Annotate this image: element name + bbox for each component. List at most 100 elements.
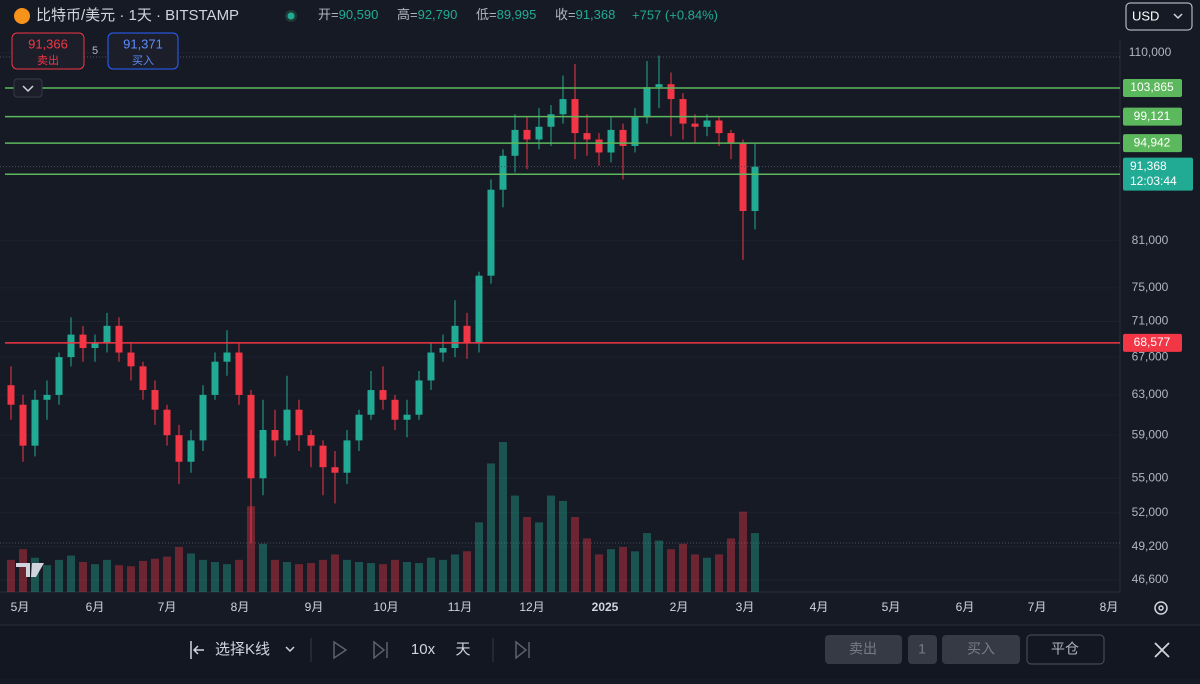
speed[interactable]: 10x bbox=[411, 641, 436, 658]
candle-body bbox=[703, 120, 711, 127]
candle-body bbox=[379, 390, 387, 400]
close-position-button[interactable] bbox=[1026, 634, 1105, 665]
volume-bar bbox=[271, 559, 279, 592]
interval[interactable]: 天 bbox=[455, 641, 470, 658]
ohlc-value: 90,590 bbox=[339, 7, 379, 22]
buy-button[interactable] bbox=[942, 635, 1020, 664]
candle-body bbox=[691, 123, 699, 127]
candle-body bbox=[523, 129, 531, 140]
volume-bar bbox=[175, 547, 183, 592]
candle-body bbox=[451, 325, 459, 349]
level-label: 94,942 bbox=[1134, 135, 1171, 149]
quantity[interactable] bbox=[908, 635, 937, 664]
settings-icon[interactable] bbox=[1154, 601, 1168, 615]
select-bar[interactable]: 选择K线 bbox=[215, 641, 270, 658]
candle-body bbox=[199, 394, 207, 441]
volume-bar bbox=[571, 517, 579, 592]
candle-body bbox=[139, 366, 147, 391]
volume-bar bbox=[631, 551, 639, 592]
sell-button[interactable] bbox=[825, 635, 902, 664]
x-tick-label: 4月 bbox=[810, 600, 829, 614]
volume-bar bbox=[43, 565, 51, 592]
volume-bar bbox=[55, 559, 63, 592]
candle-body bbox=[643, 87, 651, 118]
currency-select[interactable] bbox=[1125, 2, 1193, 31]
x-tick-label: 3月 bbox=[736, 600, 755, 614]
candle-body bbox=[367, 390, 375, 415]
candle-body bbox=[559, 99, 567, 115]
close-replay[interactable] bbox=[1154, 642, 1170, 658]
volume-bar bbox=[727, 538, 735, 592]
candle-body bbox=[247, 394, 255, 479]
sell-quote-button[interactable] bbox=[11, 32, 85, 70]
candle-body bbox=[43, 394, 51, 400]
x-tick-label: 6月 bbox=[956, 600, 975, 614]
volume-bar bbox=[307, 563, 315, 592]
volume-bar bbox=[235, 559, 243, 592]
volume-bar bbox=[199, 559, 207, 592]
level-label: 103,865 bbox=[1130, 80, 1174, 94]
status-dot bbox=[287, 12, 295, 20]
play-button[interactable] bbox=[333, 640, 348, 660]
candle-body bbox=[7, 385, 15, 405]
x-tick-label: 8月 bbox=[1100, 600, 1119, 614]
buy-label: 买入 bbox=[967, 641, 995, 657]
volume-bar bbox=[19, 549, 27, 592]
volume-bar bbox=[415, 563, 423, 592]
level-tag bbox=[1123, 107, 1182, 126]
x-tick-label: 7月 bbox=[1028, 600, 1047, 614]
volume-bar bbox=[691, 554, 699, 592]
y-tick-label: 59,000 bbox=[1132, 427, 1169, 441]
volume-bar bbox=[583, 538, 591, 592]
select-chevron[interactable] bbox=[285, 646, 295, 653]
candle-body bbox=[439, 348, 447, 353]
candle-body bbox=[667, 84, 675, 100]
candle-body bbox=[607, 129, 615, 153]
candle-body bbox=[175, 435, 183, 462]
volume-bar bbox=[223, 564, 231, 592]
volume-bar bbox=[295, 564, 303, 592]
buy-quote-button[interactable] bbox=[107, 32, 179, 70]
overlay: 比特币/美元 · 1天 · BITSTAMP +757 (+0.84%) 91,… bbox=[11, 2, 1193, 665]
collapse-button[interactable] bbox=[13, 78, 43, 98]
volume-bar bbox=[703, 557, 711, 592]
step-button[interactable] bbox=[373, 640, 388, 660]
volume-bar bbox=[67, 555, 75, 592]
y-tick-label: 67,000 bbox=[1132, 349, 1169, 363]
candle-body bbox=[91, 343, 99, 349]
level-label: 99,121 bbox=[1134, 109, 1171, 123]
close-position-label: 平仓 bbox=[1051, 641, 1079, 657]
candle-body bbox=[103, 325, 111, 344]
x-tick-label: 10月 bbox=[373, 600, 398, 614]
volume-bar bbox=[655, 540, 663, 592]
volume-bar bbox=[619, 547, 627, 592]
volume-bar bbox=[367, 563, 375, 592]
volume-bar bbox=[523, 517, 531, 592]
candle-body bbox=[271, 429, 279, 441]
volume-bar bbox=[463, 551, 471, 592]
candle-body bbox=[391, 399, 399, 420]
volume-bar bbox=[115, 565, 123, 592]
jump-button[interactable] bbox=[515, 640, 530, 660]
candle-body bbox=[307, 435, 315, 446]
volume-bar bbox=[667, 549, 675, 592]
ohlc-label: 收= bbox=[555, 7, 576, 22]
volume-bar bbox=[163, 556, 171, 592]
candle-body bbox=[751, 166, 759, 212]
candle-body bbox=[31, 399, 39, 446]
candle-body bbox=[355, 414, 363, 441]
volume-bar bbox=[331, 554, 339, 592]
ohlc-label: 开= bbox=[318, 7, 339, 22]
candle-body bbox=[187, 440, 195, 462]
currency: USD bbox=[1132, 8, 1159, 23]
y-tick-label: 55,000 bbox=[1132, 470, 1169, 484]
volume-bar bbox=[379, 564, 387, 592]
candle-body bbox=[67, 334, 75, 358]
select-bar-icon[interactable] bbox=[190, 641, 204, 659]
candle-body bbox=[619, 129, 627, 146]
volume-bar bbox=[247, 506, 255, 592]
symbol-icon bbox=[14, 8, 30, 24]
x-tick-label: 6月 bbox=[86, 600, 105, 614]
